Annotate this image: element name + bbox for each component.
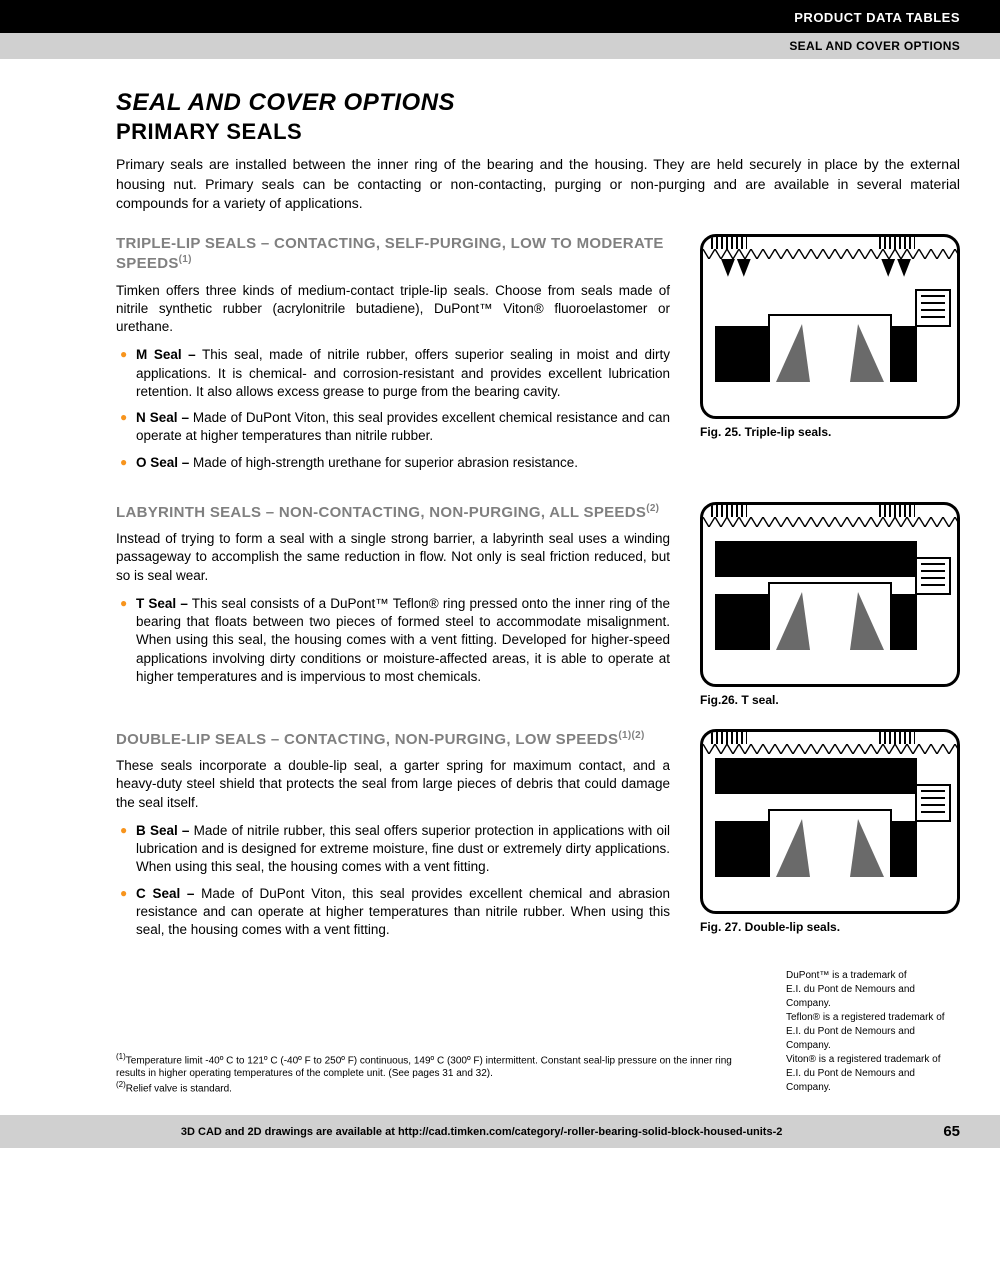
figure-double-lip — [700, 729, 960, 914]
figure-caption: Fig. 27. Double-lip seals. — [700, 920, 960, 934]
section-heading: TRIPLE-LIP SEALS – CONTACTING, SELF-PURG… — [116, 234, 670, 274]
trademark-note: DuPont™ is a trademark of E.I. du Pont d… — [786, 969, 960, 1095]
header-gray-bar: SEAL AND COVER OPTIONS — [0, 33, 1000, 59]
header-black-bar: PRODUCT DATA TABLES — [0, 0, 1000, 33]
figure-caption: Fig. 25. Triple-lip seals. — [700, 425, 960, 439]
section-heading: DOUBLE-LIP SEALS – CONTACTING, NON-PURGI… — [116, 729, 670, 750]
figure-triple-lip — [700, 234, 960, 419]
list-item: T Seal – This seal consists of a DuPont™… — [116, 595, 670, 686]
intro-paragraph: Primary seals are installed between the … — [116, 155, 960, 214]
bullet-list: T Seal – This seal consists of a DuPont™… — [116, 595, 670, 686]
footer-bar: 3D CAD and 2D drawings are available at … — [0, 1115, 1000, 1148]
page-title: SEAL AND COVER OPTIONS — [116, 89, 960, 117]
section-body: These seals incorporate a double-lip sea… — [116, 757, 670, 812]
section-double-lip: DOUBLE-LIP SEALS – CONTACTING, NON-PURGI… — [116, 729, 960, 947]
section-body: Instead of trying to form a seal with a … — [116, 530, 670, 585]
bullet-list: B Seal – Made of nitrile rubber, this se… — [116, 822, 670, 939]
list-item: N Seal – Made of DuPont Viton, this seal… — [116, 409, 670, 445]
section-body: Timken offers three kinds of medium-cont… — [116, 282, 670, 337]
footnotes: (1)Temperature limit -40º C to 121º C (-… — [116, 1052, 756, 1096]
figure-t-seal — [700, 502, 960, 687]
list-item: B Seal – Made of nitrile rubber, this se… — [116, 822, 670, 877]
footer-text: 3D CAD and 2D drawings are available at … — [40, 1126, 923, 1138]
list-item: M Seal – This seal, made of nitrile rubb… — [116, 346, 670, 401]
figure-caption: Fig.26. T seal. — [700, 693, 960, 707]
list-item: C Seal – Made of DuPont Viton, this seal… — [116, 885, 670, 940]
page-content: SEAL AND COVER OPTIONS PRIMARY SEALS Pri… — [0, 59, 1000, 1115]
page-subtitle: PRIMARY SEALS — [116, 119, 960, 145]
section-labyrinth: LABYRINTH SEALS – NON-CONTACTING, NON-PU… — [116, 502, 960, 707]
page-number: 65 — [943, 1123, 960, 1140]
section-heading: LABYRINTH SEALS – NON-CONTACTING, NON-PU… — [116, 502, 670, 523]
list-item: O Seal – Made of high-strength urethane … — [116, 454, 670, 472]
section-triple-lip: TRIPLE-LIP SEALS – CONTACTING, SELF-PURG… — [116, 234, 960, 480]
bullet-list: M Seal – This seal, made of nitrile rubb… — [116, 346, 670, 471]
